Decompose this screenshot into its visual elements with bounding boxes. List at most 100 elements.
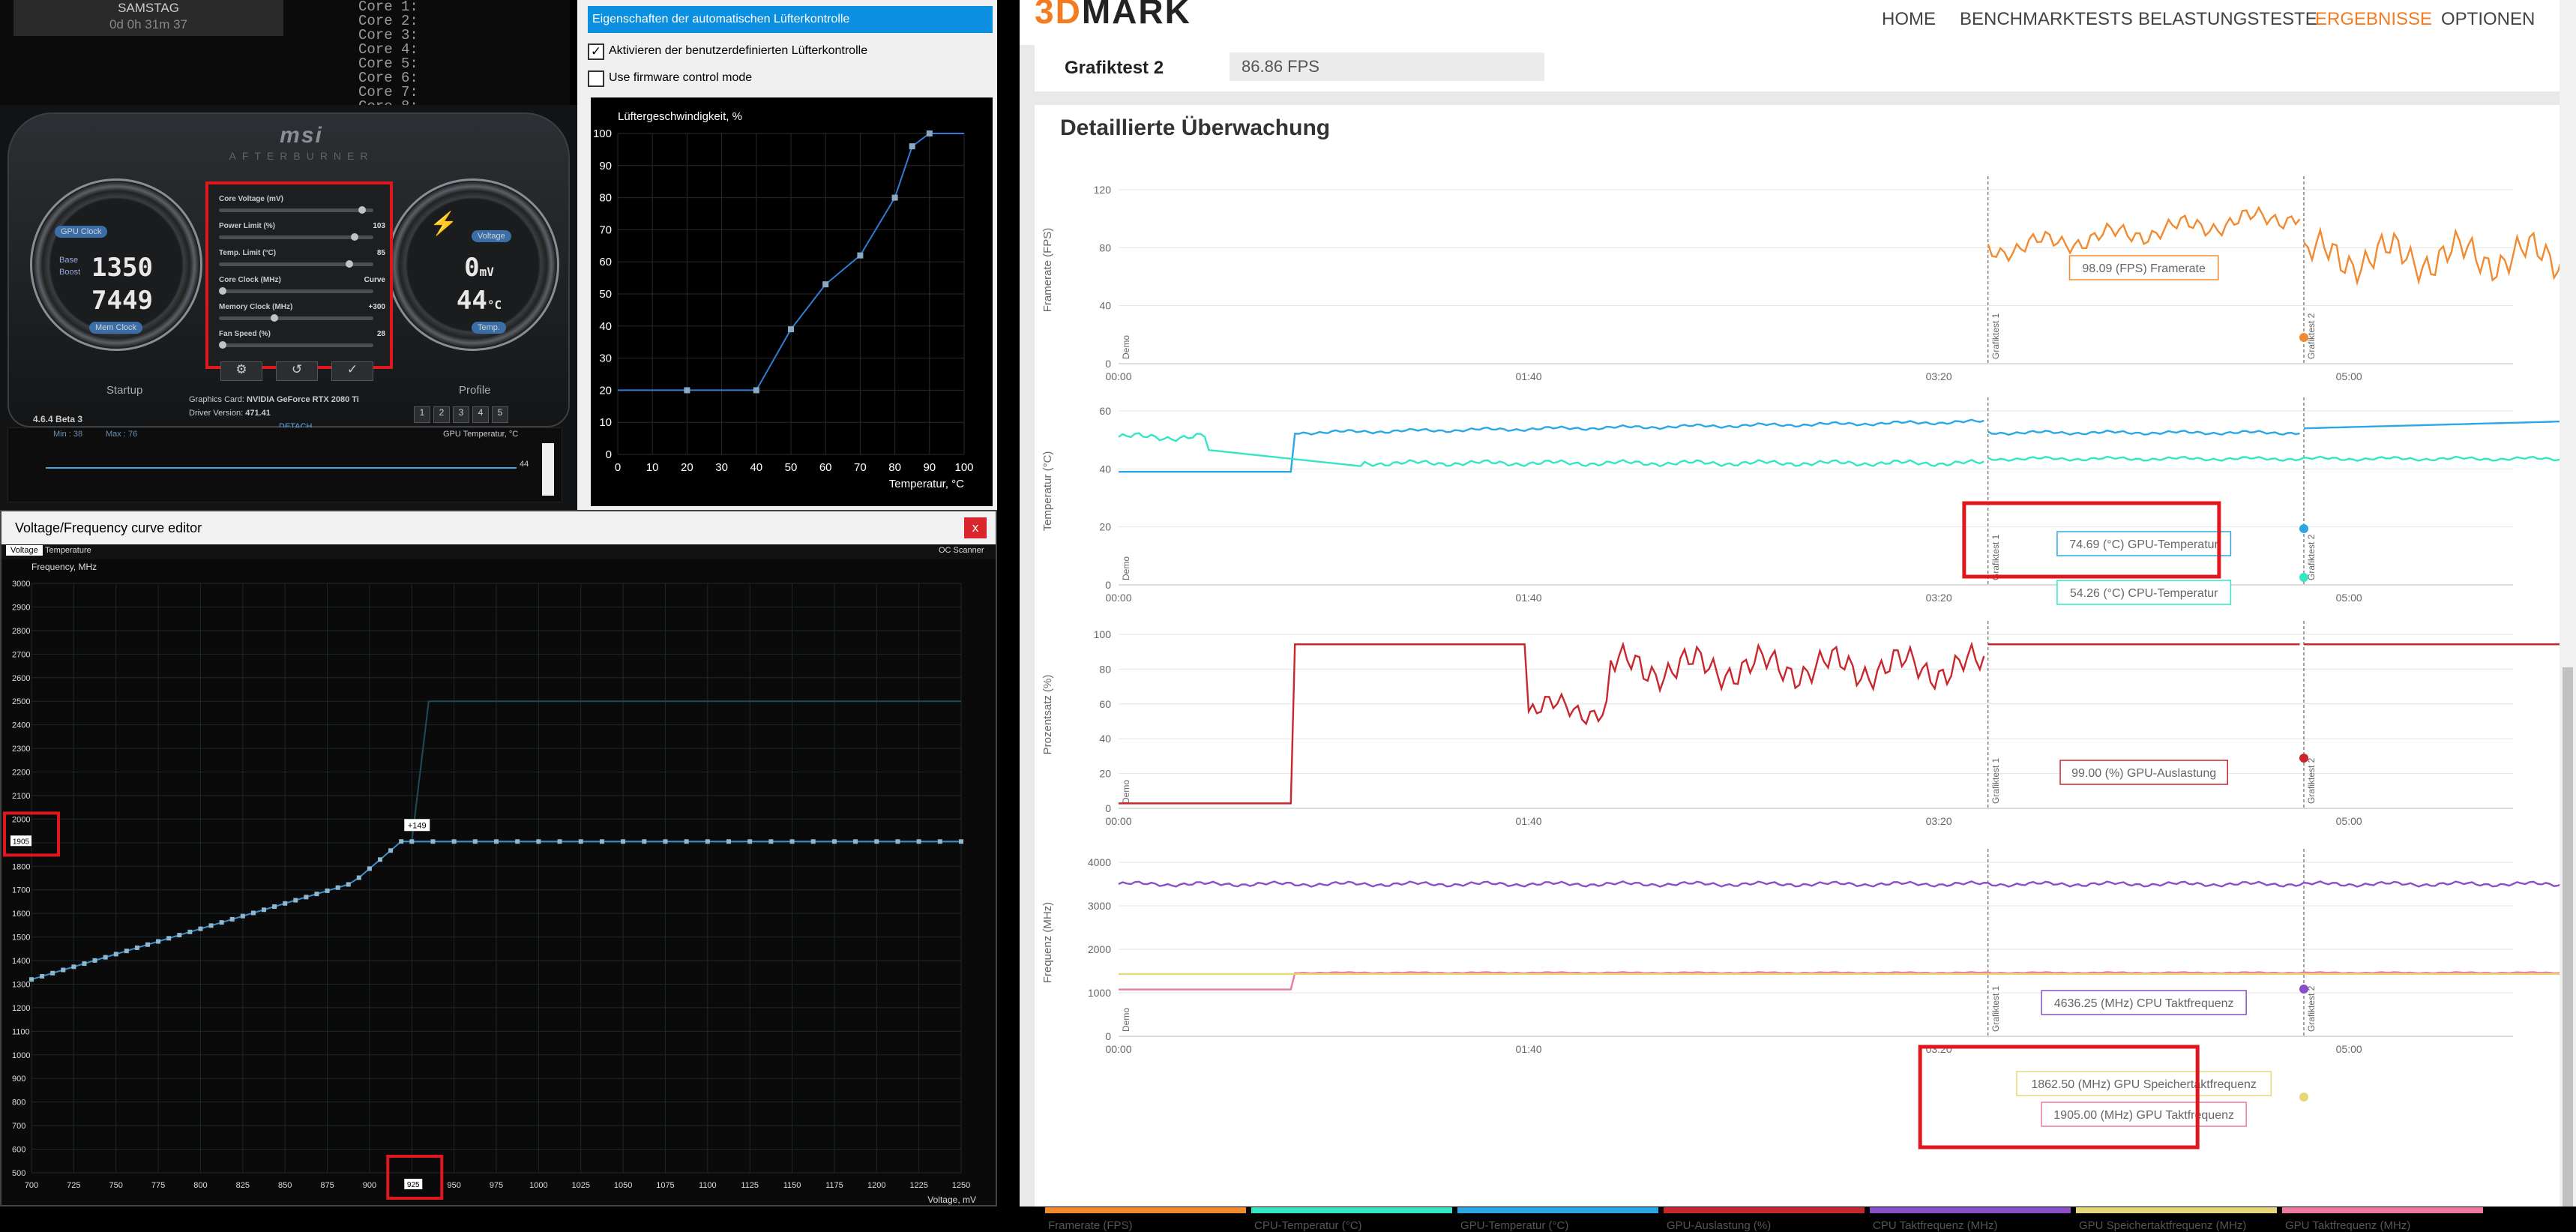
- phase-label: Grafiktest 1: [1990, 757, 2001, 804]
- slider-track[interactable]: [219, 289, 373, 293]
- slider-knob[interactable]: [219, 287, 226, 295]
- y-tick-label: 2000: [1088, 943, 1111, 955]
- slider-knob[interactable]: [345, 260, 353, 268]
- slider-track[interactable]: [219, 262, 373, 266]
- vf-curve-point: [61, 967, 66, 973]
- slider-knob[interactable]: [351, 233, 359, 241]
- nav-home[interactable]: HOME: [1882, 9, 1936, 29]
- legend-swatch: [1045, 1207, 1246, 1213]
- profile-slot[interactable]: 4: [472, 406, 489, 423]
- startup-label: Startup: [106, 384, 143, 397]
- slider-row[interactable]: Memory Clock (MHz) +300: [219, 303, 385, 328]
- x-tick-label: 50: [785, 461, 798, 474]
- slider-knob[interactable]: [358, 206, 367, 214]
- tab-temperature[interactable]: Temperature: [45, 546, 91, 555]
- y-tick-label: 80: [599, 192, 612, 205]
- legend-item[interactable]: GPU Speichertaktfrequenz (MHz): [2076, 1207, 2277, 1232]
- x-tick-label: 00:00: [1105, 592, 1131, 604]
- firmware-control-checkbox[interactable]: [588, 70, 604, 87]
- x-tick-label: 825: [236, 1181, 250, 1190]
- slider-row[interactable]: Core Clock (MHz) Curve: [219, 276, 385, 301]
- slider-track[interactable]: [219, 316, 373, 320]
- legend-item[interactable]: GPU-Auslastung (%): [1664, 1207, 1865, 1232]
- legend-item[interactable]: GPU-Temperatur (°C): [1457, 1207, 1658, 1232]
- monitor-scrollbar[interactable]: [542, 443, 554, 496]
- mem-clock-label: Mem Clock: [89, 322, 143, 334]
- tooltip-text: 99.00 (%) GPU-Auslastung: [2071, 767, 2216, 780]
- legend-item[interactable]: Framerate (FPS): [1045, 1207, 1246, 1232]
- x-tick-label: 01:40: [1516, 370, 1542, 382]
- slider-value: 103: [373, 222, 385, 230]
- nav-benchmarktests[interactable]: BENCHMARKTESTS: [1960, 9, 2133, 29]
- y-tick-label: 0: [1105, 358, 1111, 370]
- slider-row[interactable]: Core Voltage (mV): [219, 195, 385, 220]
- y-tick-label: 1500: [12, 934, 30, 943]
- y-tick-label: 90: [599, 160, 612, 172]
- profile-label: Profile: [459, 384, 491, 397]
- legend-swatch: [1664, 1207, 1865, 1213]
- vf-curve-point: [134, 945, 139, 950]
- scrollbar-thumb[interactable]: [2563, 667, 2573, 1207]
- profile-slot[interactable]: 1: [414, 406, 430, 423]
- fan-curve-chart[interactable]: Lüftergeschwindigkeit, % 100 90 80 70 60 50 40 3…: [591, 97, 993, 506]
- apply-button[interactable]: ✓: [331, 361, 373, 381]
- tab-oc-scanner[interactable]: OC Scanner: [939, 546, 984, 555]
- tooltip-box: [2056, 531, 2232, 556]
- slider-row[interactable]: Fan Speed (%) 28: [219, 330, 385, 355]
- vf-curve-point: [874, 839, 879, 844]
- x-tick-label: 100: [954, 461, 973, 474]
- y-tick-label: 2600: [12, 674, 30, 683]
- phase-label: Grafiktest 2: [2306, 313, 2317, 359]
- slider-knob[interactable]: [270, 314, 278, 322]
- slider-track[interactable]: [219, 235, 373, 239]
- y-tick-label: 0: [1105, 802, 1111, 814]
- core-label: Core 7:: [358, 84, 418, 100]
- x-tick-label: 03:20: [1926, 815, 1952, 827]
- legend-item[interactable]: GPU Taktfrequenz (MHz): [2282, 1207, 2483, 1232]
- tab-voltage[interactable]: Voltage: [6, 545, 43, 556]
- profile-slot[interactable]: 2: [433, 406, 450, 423]
- slider-label: Memory Clock (MHz): [219, 303, 293, 311]
- nav-ergebnisse[interactable]: ERGEBNISSE: [2315, 9, 2433, 29]
- y-tick-label: 2200: [12, 769, 30, 778]
- vf-curve-point: [103, 955, 108, 960]
- graphics-card-label: Graphics Card:: [189, 395, 244, 404]
- card-info: Graphics Card: NVIDIA GeForce RTX 2080 T…: [189, 393, 384, 433]
- profile-slot[interactable]: 5: [492, 406, 508, 423]
- y-tick-label: 20: [599, 384, 612, 397]
- x-tick-label: 70: [854, 461, 867, 474]
- fan-curve-svg[interactable]: Lüftergeschwindigkeit, %1009080706050403…: [591, 97, 993, 506]
- slider-knob[interactable]: [219, 341, 226, 349]
- volt-marker: 925: [407, 1181, 420, 1189]
- reset-button[interactable]: ↺: [276, 361, 318, 381]
- custom-fan-checkbox[interactable]: ✓: [588, 43, 604, 60]
- close-button[interactable]: x: [964, 517, 987, 538]
- slider-track[interactable]: [219, 208, 373, 212]
- nav-optionen[interactable]: OPTIONEN: [2441, 9, 2536, 29]
- slider-value: 28: [376, 330, 385, 338]
- vf-curve-point: [378, 857, 382, 862]
- slider-row[interactable]: Power Limit (%) 103: [219, 222, 385, 247]
- settings-button[interactable]: ⚙: [220, 361, 262, 381]
- nav-belastungsteste[interactable]: BELASTUNGSTESTE: [2138, 9, 2317, 29]
- x-tick-label: 1125: [741, 1181, 759, 1190]
- profile-slot[interactable]: 3: [453, 406, 469, 423]
- slider-track[interactable]: [219, 343, 373, 347]
- x-tick-label: 975: [490, 1181, 503, 1190]
- vf-curve-point: [768, 839, 774, 844]
- vf-curve-point: [71, 964, 76, 970]
- slider-row[interactable]: Temp. Limit (°C) 85: [219, 249, 385, 274]
- legend-item[interactable]: CPU-Temperatur (°C): [1251, 1207, 1452, 1232]
- monitor-min: Min : 38: [53, 430, 83, 439]
- legend-label: GPU-Auslastung (%): [1667, 1219, 1772, 1232]
- vf-curve-point: [219, 920, 224, 925]
- vf-curve-point: [472, 839, 478, 844]
- x-tick-label: 800: [193, 1181, 207, 1190]
- vf-curve-point: [346, 882, 351, 887]
- legend-item[interactable]: CPU Taktfrequenz (MHz): [1870, 1207, 2071, 1232]
- vf-curve-point: [621, 839, 626, 844]
- temp-value: 44°C: [456, 286, 502, 316]
- series-line: [1987, 455, 2561, 462]
